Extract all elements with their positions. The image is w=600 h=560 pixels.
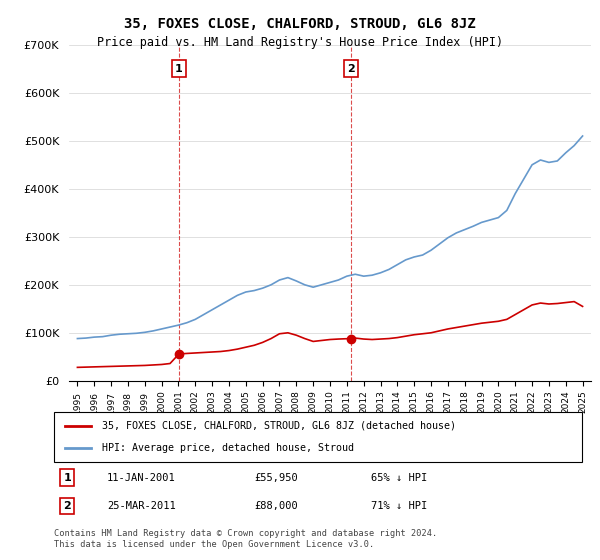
Text: Price paid vs. HM Land Registry's House Price Index (HPI): Price paid vs. HM Land Registry's House … xyxy=(97,36,503,49)
Text: 1: 1 xyxy=(64,473,71,483)
Text: 35, FOXES CLOSE, CHALFORD, STROUD, GL6 8JZ (detached house): 35, FOXES CLOSE, CHALFORD, STROUD, GL6 8… xyxy=(101,421,455,431)
Text: Contains HM Land Registry data © Crown copyright and database right 2024.
This d: Contains HM Land Registry data © Crown c… xyxy=(54,529,437,549)
Text: 1: 1 xyxy=(175,64,183,74)
Text: £88,000: £88,000 xyxy=(254,501,298,511)
Text: £55,950: £55,950 xyxy=(254,473,298,483)
Text: 35, FOXES CLOSE, CHALFORD, STROUD, GL6 8JZ: 35, FOXES CLOSE, CHALFORD, STROUD, GL6 8… xyxy=(124,17,476,31)
Text: 2: 2 xyxy=(347,64,355,74)
Text: 25-MAR-2011: 25-MAR-2011 xyxy=(107,501,176,511)
Text: 11-JAN-2001: 11-JAN-2001 xyxy=(107,473,176,483)
Text: HPI: Average price, detached house, Stroud: HPI: Average price, detached house, Stro… xyxy=(101,443,353,453)
Text: 2: 2 xyxy=(64,501,71,511)
FancyBboxPatch shape xyxy=(54,412,582,462)
Text: 71% ↓ HPI: 71% ↓ HPI xyxy=(371,501,427,511)
Text: 65% ↓ HPI: 65% ↓ HPI xyxy=(371,473,427,483)
